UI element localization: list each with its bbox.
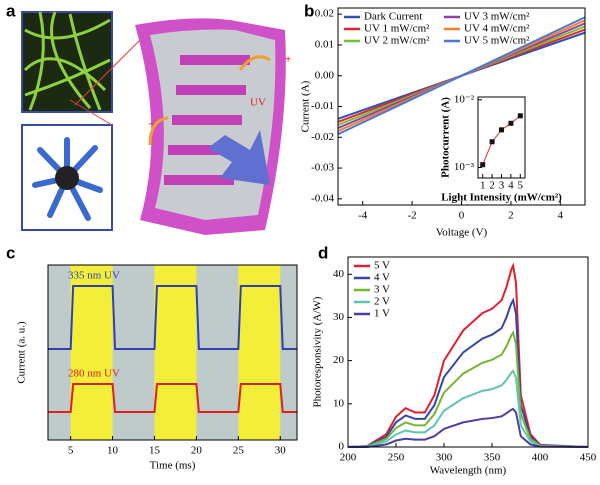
point xyxy=(499,127,504,133)
y-tick-label: 10⁻³ xyxy=(454,161,475,173)
y-axis-label: Current (a. u.) xyxy=(16,321,28,384)
x-tick-label: 5 xyxy=(68,445,74,457)
point xyxy=(517,113,523,119)
plot-frame xyxy=(477,96,526,179)
nanowires xyxy=(23,11,111,111)
fingers xyxy=(164,55,250,185)
series-line xyxy=(337,16,586,136)
y-tick-label: 40 xyxy=(333,268,345,280)
y-tick-label: -0.01 xyxy=(311,100,334,112)
y-tick-label: 0 xyxy=(339,441,345,453)
x-tick-label: 450 xyxy=(580,452,597,464)
legend-label: 2 V xyxy=(374,296,390,308)
uv-label: UV xyxy=(250,97,266,109)
plot-area xyxy=(348,257,588,447)
legend-label: UV 2 mW/cm² xyxy=(364,35,430,47)
x-axis-label: Wavelength (nm) xyxy=(430,465,507,477)
legend-label: UV 4 mW/cm² xyxy=(464,23,530,35)
y-tick-label: 30 xyxy=(333,311,345,323)
x-axis-label: Light Intensity (mW/cm²) xyxy=(441,192,562,204)
minus-sign: − xyxy=(148,119,154,131)
x-axis-label: Voltage (V) xyxy=(436,227,488,239)
core xyxy=(55,166,79,190)
x-tick-label: 15 xyxy=(149,445,161,457)
x-tick-label: -4 xyxy=(358,210,368,222)
x-axis-label: Time (ms) xyxy=(150,460,196,472)
panel-label: c xyxy=(6,243,15,262)
legend-label: UV 1 mW/cm² xyxy=(364,23,430,35)
x-tick-label: 1 xyxy=(480,180,486,192)
x-tick-label: 3 xyxy=(499,180,505,192)
series-line xyxy=(347,369,589,448)
zoom-line xyxy=(74,39,141,106)
y-tick-label: 10⁻² xyxy=(454,93,475,105)
series-line xyxy=(348,407,589,448)
legend-label: UV 3 mW/cm² xyxy=(464,11,530,23)
x-tick-label: 4 xyxy=(558,210,564,222)
x-tick-label: 5 xyxy=(518,180,524,192)
point xyxy=(508,120,514,126)
y-tick-label: 10 xyxy=(333,397,345,409)
shaded-region xyxy=(70,265,113,440)
y-tick-label: -0.02 xyxy=(311,131,334,143)
series-line xyxy=(48,383,297,413)
panel-label: b xyxy=(304,1,314,20)
x-tick-label: 350 xyxy=(484,452,501,464)
panel-label: a xyxy=(6,1,16,20)
plot-frame xyxy=(347,256,589,448)
y-axis-label: Current (A) xyxy=(300,80,312,132)
inset-background xyxy=(478,97,525,178)
x-tick-label: 2 xyxy=(489,180,495,192)
legend-label: 4 V xyxy=(374,272,390,284)
legend-label: UV 5 mW/cm² xyxy=(464,35,530,47)
x-tick-label: 20 xyxy=(191,445,203,457)
wire xyxy=(238,55,271,71)
point xyxy=(489,139,495,145)
x-tick-label: 10 xyxy=(107,445,119,457)
legend-label: 1 V xyxy=(374,308,390,320)
x-tick-label: 25 xyxy=(233,445,245,457)
legend-label: 3 V xyxy=(374,284,390,296)
x-tick-label: 200 xyxy=(340,452,357,464)
y-axis-label: Photocurrent (A) xyxy=(440,97,452,178)
x-tick-label: 30 xyxy=(275,445,287,457)
illustration: UV + − xyxy=(21,11,291,236)
x-tick-label: 4 xyxy=(508,180,514,192)
series-label: 280 nm UV xyxy=(68,368,120,380)
series-line xyxy=(347,330,589,448)
wire xyxy=(148,116,169,146)
y-tick-label: 0.01 xyxy=(315,38,334,50)
zoom-line xyxy=(69,99,113,126)
y-tick-label: 0.00 xyxy=(315,69,335,81)
y-tick-label: 20 xyxy=(333,354,345,366)
y-tick-label: -0.04 xyxy=(311,192,334,204)
point xyxy=(480,162,486,168)
y-tick-label: -0.03 xyxy=(311,162,334,174)
x-tick-label: 0 xyxy=(459,210,465,222)
series-label: 335 nm UV xyxy=(68,270,120,282)
series-line xyxy=(347,297,589,448)
panel-label: d xyxy=(318,243,328,262)
y-axis-label: Photoresponsivity (A/W) xyxy=(312,296,324,407)
plot-frame xyxy=(337,7,586,206)
shaded-region xyxy=(154,265,197,440)
x-tick-label: 2 xyxy=(508,210,514,222)
x-tick-label: -2 xyxy=(408,210,417,222)
series-line xyxy=(48,285,297,350)
x-tick-label: 400 xyxy=(532,452,549,464)
x-tick-label: 250 xyxy=(388,452,405,464)
legend-label: 5 V xyxy=(374,260,390,272)
uv-arrow xyxy=(208,130,270,185)
legend-label: Dark Current xyxy=(364,11,422,23)
x-tick-label: 300 xyxy=(436,452,453,464)
y-tick-label: 0.02 xyxy=(315,8,334,20)
plot-frame xyxy=(47,264,298,441)
plus-sign: + xyxy=(285,54,291,66)
shaded-region xyxy=(238,265,281,440)
